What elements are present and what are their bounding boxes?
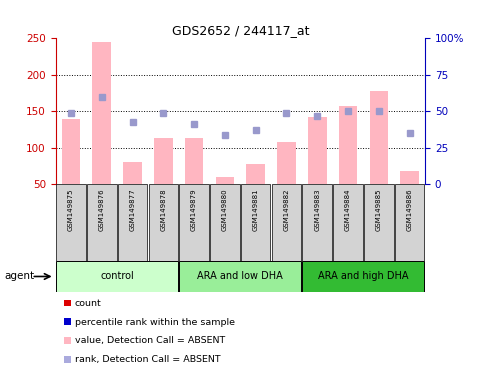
Title: GDS2652 / 244117_at: GDS2652 / 244117_at bbox=[171, 24, 309, 37]
Bar bbox=[179, 261, 301, 292]
Text: ARA and low DHA: ARA and low DHA bbox=[198, 271, 283, 281]
Bar bbox=[62, 119, 80, 184]
Bar bbox=[215, 177, 234, 184]
Text: GSM149886: GSM149886 bbox=[407, 188, 412, 231]
Text: GSM149879: GSM149879 bbox=[191, 188, 197, 231]
Bar bbox=[272, 184, 301, 261]
Bar bbox=[64, 356, 71, 362]
Bar bbox=[64, 300, 71, 306]
Text: GSM149876: GSM149876 bbox=[99, 188, 105, 231]
Bar bbox=[333, 184, 363, 261]
Bar bbox=[308, 117, 327, 184]
Bar bbox=[56, 184, 85, 261]
Bar bbox=[56, 261, 178, 292]
Bar bbox=[339, 106, 357, 184]
Bar bbox=[241, 184, 270, 261]
Bar bbox=[179, 184, 209, 261]
Bar bbox=[185, 138, 203, 184]
Bar bbox=[87, 184, 116, 261]
Text: ARA and high DHA: ARA and high DHA bbox=[318, 271, 409, 281]
Bar bbox=[123, 162, 142, 184]
Text: GSM149884: GSM149884 bbox=[345, 188, 351, 231]
Bar bbox=[302, 184, 332, 261]
Text: count: count bbox=[75, 299, 101, 308]
Bar bbox=[246, 164, 265, 184]
Text: value, Detection Call = ABSENT: value, Detection Call = ABSENT bbox=[75, 336, 225, 345]
Text: GSM149880: GSM149880 bbox=[222, 188, 228, 231]
Bar bbox=[395, 184, 425, 261]
Text: rank, Detection Call = ABSENT: rank, Detection Call = ABSENT bbox=[75, 355, 221, 364]
Text: GSM149885: GSM149885 bbox=[376, 188, 382, 231]
Bar bbox=[210, 184, 240, 261]
Bar bbox=[64, 318, 71, 325]
Text: GSM149883: GSM149883 bbox=[314, 188, 320, 231]
Bar bbox=[302, 261, 425, 292]
Bar bbox=[277, 142, 296, 184]
Bar bbox=[118, 184, 147, 261]
Bar bbox=[149, 184, 178, 261]
Text: GSM149875: GSM149875 bbox=[68, 188, 74, 231]
Bar bbox=[364, 184, 394, 261]
Text: GSM149877: GSM149877 bbox=[129, 188, 136, 231]
Bar bbox=[64, 337, 71, 344]
Text: control: control bbox=[100, 271, 134, 281]
Text: percentile rank within the sample: percentile rank within the sample bbox=[75, 318, 235, 327]
Bar bbox=[92, 42, 111, 184]
Text: GSM149882: GSM149882 bbox=[284, 188, 289, 231]
Bar bbox=[154, 138, 172, 184]
Text: GSM149878: GSM149878 bbox=[160, 188, 166, 231]
Bar bbox=[400, 171, 419, 184]
Bar bbox=[369, 91, 388, 184]
Text: GSM149881: GSM149881 bbox=[253, 188, 259, 231]
Text: agent: agent bbox=[5, 271, 35, 281]
